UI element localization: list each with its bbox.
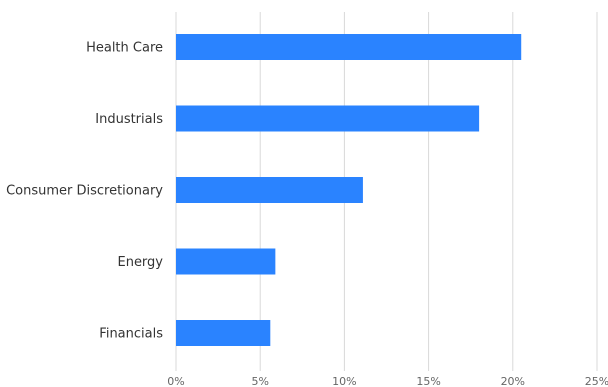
category-label: Consumer Discretionary — [6, 184, 163, 199]
bar-industrials — [176, 105, 480, 132]
bar-energy — [176, 248, 276, 275]
x-tick-label: 20% — [501, 375, 525, 387]
bar-financials — [176, 320, 271, 346]
tick-label-layer: 0% 5% 10% 15% 20% 25% — [167, 375, 608, 387]
x-tick-label: 5% — [251, 375, 268, 387]
x-tick-label: 15% — [416, 375, 440, 387]
category-label: Industrials — [95, 112, 163, 127]
x-tick-label: 10% — [332, 375, 356, 387]
category-label: Financials — [99, 327, 163, 342]
x-tick-label: 25% — [585, 375, 608, 387]
bar-layer — [176, 34, 522, 346]
category-label: Health Care — [86, 41, 163, 56]
x-tick-label: 0% — [167, 375, 184, 387]
bar-consumer-discretionary — [176, 177, 363, 203]
category-label: Energy — [117, 255, 163, 270]
bar-health-care — [176, 34, 522, 60]
category-label-layer: Health Care Industrials Consumer Discretio… — [6, 41, 163, 342]
